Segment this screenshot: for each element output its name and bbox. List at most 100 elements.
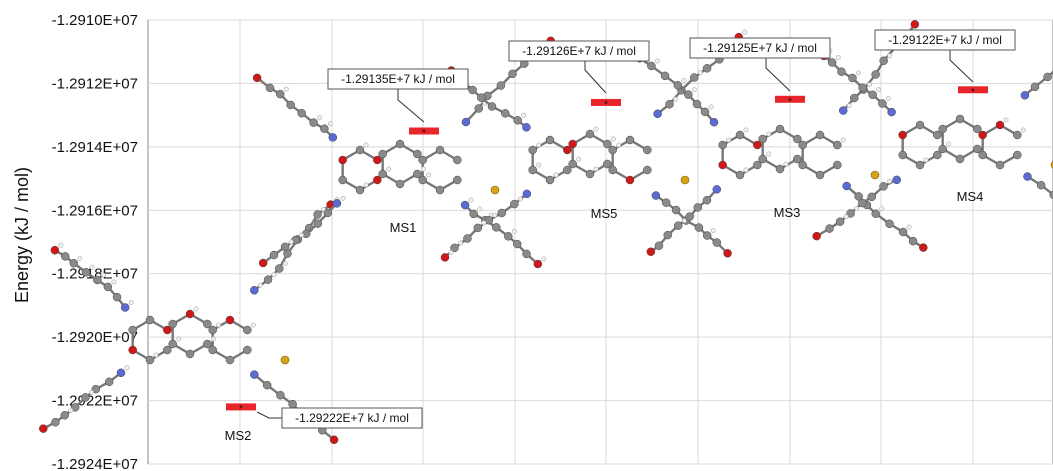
atom <box>753 160 762 170</box>
atom <box>128 300 134 305</box>
atom <box>1036 180 1046 190</box>
atom <box>693 203 703 212</box>
atom <box>250 370 259 379</box>
energy-bar <box>226 403 256 411</box>
atom <box>815 170 825 180</box>
atom <box>694 223 704 232</box>
atom <box>718 140 727 150</box>
energy-markers: * -1.29222E+7 kJ / mol MS2 * -1.29135E+7 kJ … <box>225 29 1016 443</box>
y-axis-label: Energy (kJ / mol) <box>12 167 32 303</box>
callout-leader <box>397 89 425 123</box>
atom <box>474 104 484 113</box>
atom <box>508 69 517 79</box>
atom <box>743 127 749 133</box>
atom <box>843 214 849 220</box>
atom <box>120 303 130 312</box>
callout-box <box>689 37 831 59</box>
atom <box>697 70 703 75</box>
atom <box>871 70 880 79</box>
atom <box>355 145 365 155</box>
atom <box>265 83 275 93</box>
atom <box>1013 130 1022 140</box>
atom <box>363 142 369 148</box>
atom <box>252 73 262 83</box>
atom <box>840 137 846 143</box>
atom <box>887 178 892 184</box>
atom <box>712 238 722 247</box>
atom <box>887 107 896 117</box>
y-tick-label: -1.2918E+07 <box>52 266 138 283</box>
atom <box>511 228 517 234</box>
callout-box <box>874 29 1016 51</box>
atom <box>490 185 500 195</box>
atom <box>955 154 965 164</box>
atom <box>710 228 716 233</box>
callout-box <box>508 40 650 62</box>
state-label: MS4 <box>957 189 984 204</box>
atom <box>858 83 867 93</box>
atom <box>856 70 861 76</box>
atom <box>692 99 702 109</box>
atom <box>892 175 901 185</box>
atom <box>271 272 277 278</box>
atom <box>458 240 463 246</box>
atom <box>673 81 683 90</box>
atom <box>766 151 772 157</box>
atom <box>898 150 907 160</box>
atom <box>61 252 70 261</box>
atom <box>753 140 762 150</box>
atom <box>835 217 845 226</box>
atom <box>870 170 880 180</box>
atom <box>867 192 877 202</box>
atom <box>723 249 732 258</box>
atom <box>513 116 522 125</box>
atom <box>128 325 137 335</box>
energy-point: * <box>604 99 608 110</box>
energy-bar <box>591 98 621 106</box>
atom <box>610 136 616 142</box>
atom <box>879 206 885 212</box>
atom <box>812 231 821 241</box>
atom <box>208 325 217 335</box>
atom <box>395 139 405 149</box>
atom <box>915 160 925 170</box>
atom <box>837 67 846 76</box>
atom <box>793 154 802 164</box>
atom <box>708 104 714 110</box>
atom <box>684 90 693 99</box>
atom <box>528 145 537 155</box>
atom <box>484 215 494 225</box>
atom <box>185 309 195 319</box>
atom <box>1043 72 1052 82</box>
atom <box>833 140 842 150</box>
atom <box>879 56 888 65</box>
molecule-structure <box>39 197 340 444</box>
energy-point: * <box>239 404 243 415</box>
atom <box>541 256 547 262</box>
atom <box>536 162 542 168</box>
atom <box>497 208 507 218</box>
atom <box>512 239 522 249</box>
atom <box>685 212 694 221</box>
atom <box>978 150 987 160</box>
atom <box>898 227 908 237</box>
atom <box>616 142 622 148</box>
atom <box>1049 190 1053 200</box>
energy-annotation: -1.29135E+7 kJ / mol <box>341 72 455 86</box>
y-axis-ticks: -1.2910E+07 -1.2912E+07 -1.2914E+07 -1.2916… <box>52 12 138 471</box>
atom <box>210 336 216 342</box>
energy-bar <box>958 86 988 94</box>
atom <box>258 258 268 268</box>
atom <box>835 55 841 60</box>
atom <box>742 29 748 35</box>
atom <box>104 377 114 387</box>
atom <box>702 64 712 73</box>
atom <box>702 195 712 205</box>
atom <box>225 355 235 365</box>
state-label: MS5 <box>591 206 618 221</box>
atom <box>536 142 542 148</box>
atom <box>299 232 304 238</box>
atom <box>654 241 664 250</box>
atom <box>250 322 256 328</box>
atom <box>89 389 94 395</box>
